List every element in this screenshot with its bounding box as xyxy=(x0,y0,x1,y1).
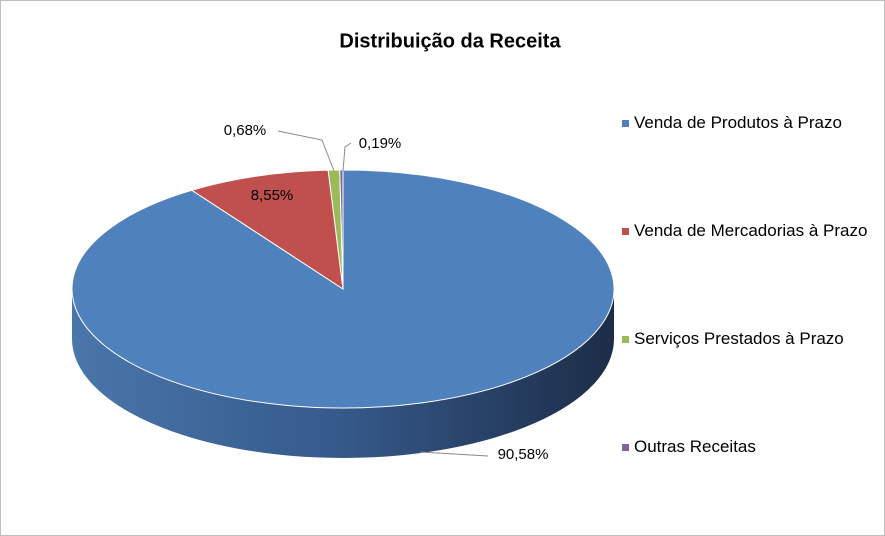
chart-title: Distribuição da Receita xyxy=(339,30,561,52)
legend-item: Outras Receitas xyxy=(620,434,870,460)
data-label: 0,68% xyxy=(224,122,267,139)
legend-swatch xyxy=(622,228,629,235)
data-label: 90,58% xyxy=(498,446,549,463)
leader-line xyxy=(342,142,352,172)
legend-label: Outras Receitas xyxy=(634,437,756,456)
data-label: 0,19% xyxy=(359,135,402,152)
leader-line xyxy=(419,451,489,457)
legend-label: Venda de Mercadorias à Prazo xyxy=(634,221,868,240)
legend-label: Serviços Prestados à Prazo xyxy=(634,329,844,348)
legend-item: Venda de Produtos à Prazo xyxy=(620,110,870,136)
leader-line xyxy=(277,130,335,172)
legend-label: Venda de Produtos à Prazo xyxy=(634,113,842,132)
slice-side xyxy=(72,289,614,458)
legend-swatch xyxy=(622,444,629,451)
legend-swatch xyxy=(622,336,629,343)
data-label: 8,55% xyxy=(251,187,294,204)
legend-swatch xyxy=(622,120,629,127)
legend-item: Serviços Prestados à Prazo xyxy=(620,326,870,352)
slice xyxy=(190,169,344,291)
legend-item: Venda de Mercadorias à Prazo xyxy=(620,218,870,244)
